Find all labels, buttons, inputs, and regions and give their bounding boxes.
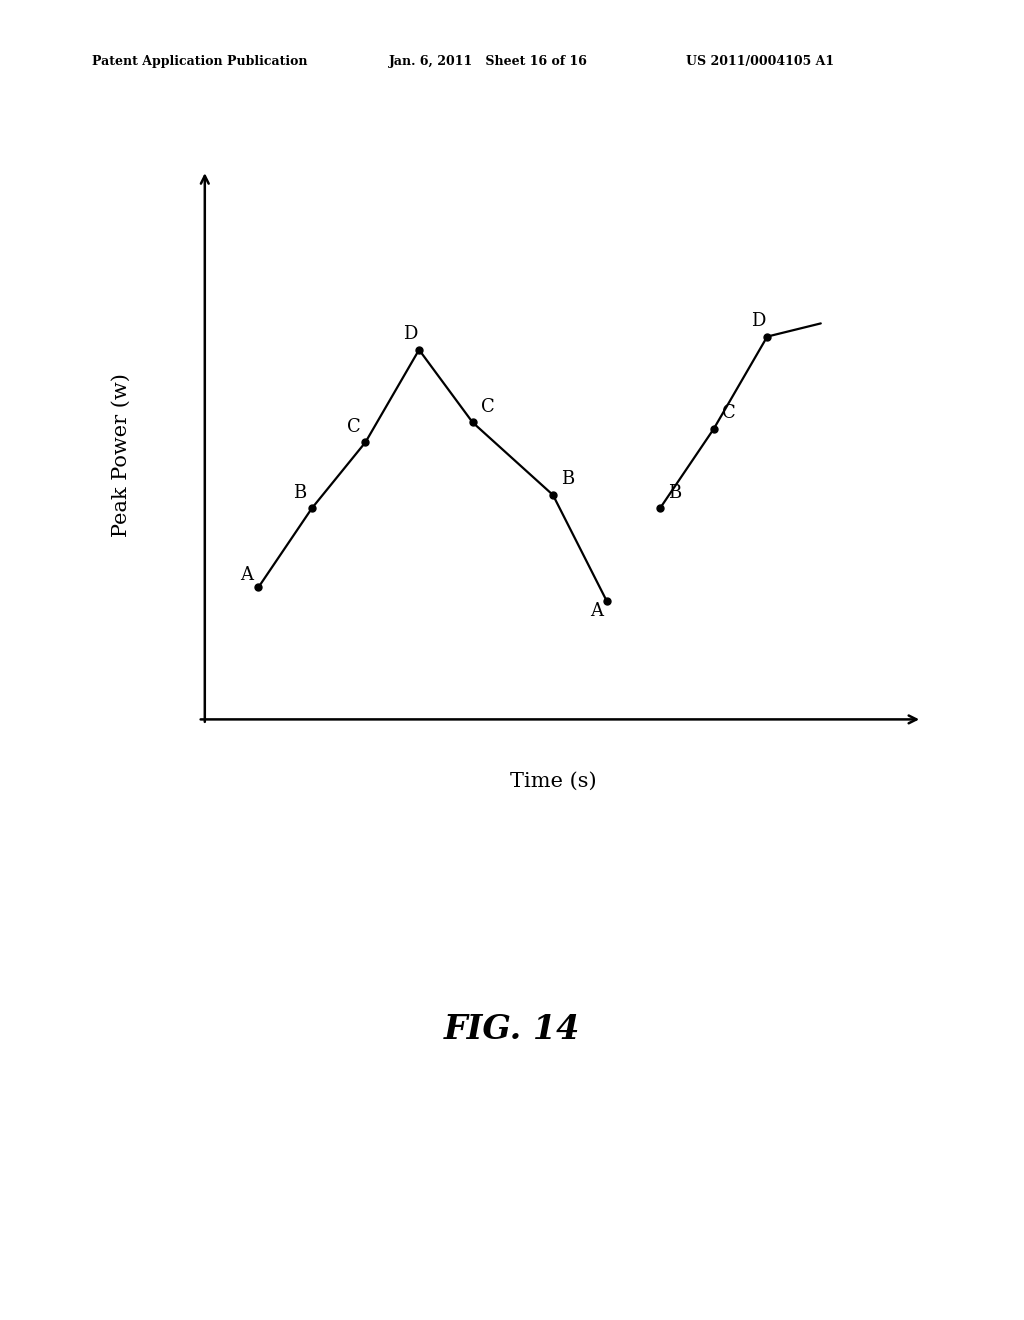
- Text: C: C: [722, 404, 735, 422]
- Text: FIG. 14: FIG. 14: [443, 1014, 581, 1045]
- Text: Time (s): Time (s): [510, 772, 596, 791]
- Text: Patent Application Publication: Patent Application Publication: [92, 55, 307, 69]
- Text: B: B: [668, 483, 681, 502]
- Text: D: D: [752, 312, 766, 330]
- Text: B: B: [293, 483, 306, 502]
- Text: C: C: [347, 417, 360, 436]
- Text: Peak Power (w): Peak Power (w): [112, 374, 131, 537]
- Text: A: A: [240, 566, 253, 583]
- Text: A: A: [591, 602, 603, 620]
- Text: C: C: [480, 397, 495, 416]
- Text: US 2011/0004105 A1: US 2011/0004105 A1: [686, 55, 835, 69]
- Text: Jan. 6, 2011   Sheet 16 of 16: Jan. 6, 2011 Sheet 16 of 16: [389, 55, 588, 69]
- Text: D: D: [403, 325, 418, 343]
- Text: B: B: [561, 470, 574, 488]
